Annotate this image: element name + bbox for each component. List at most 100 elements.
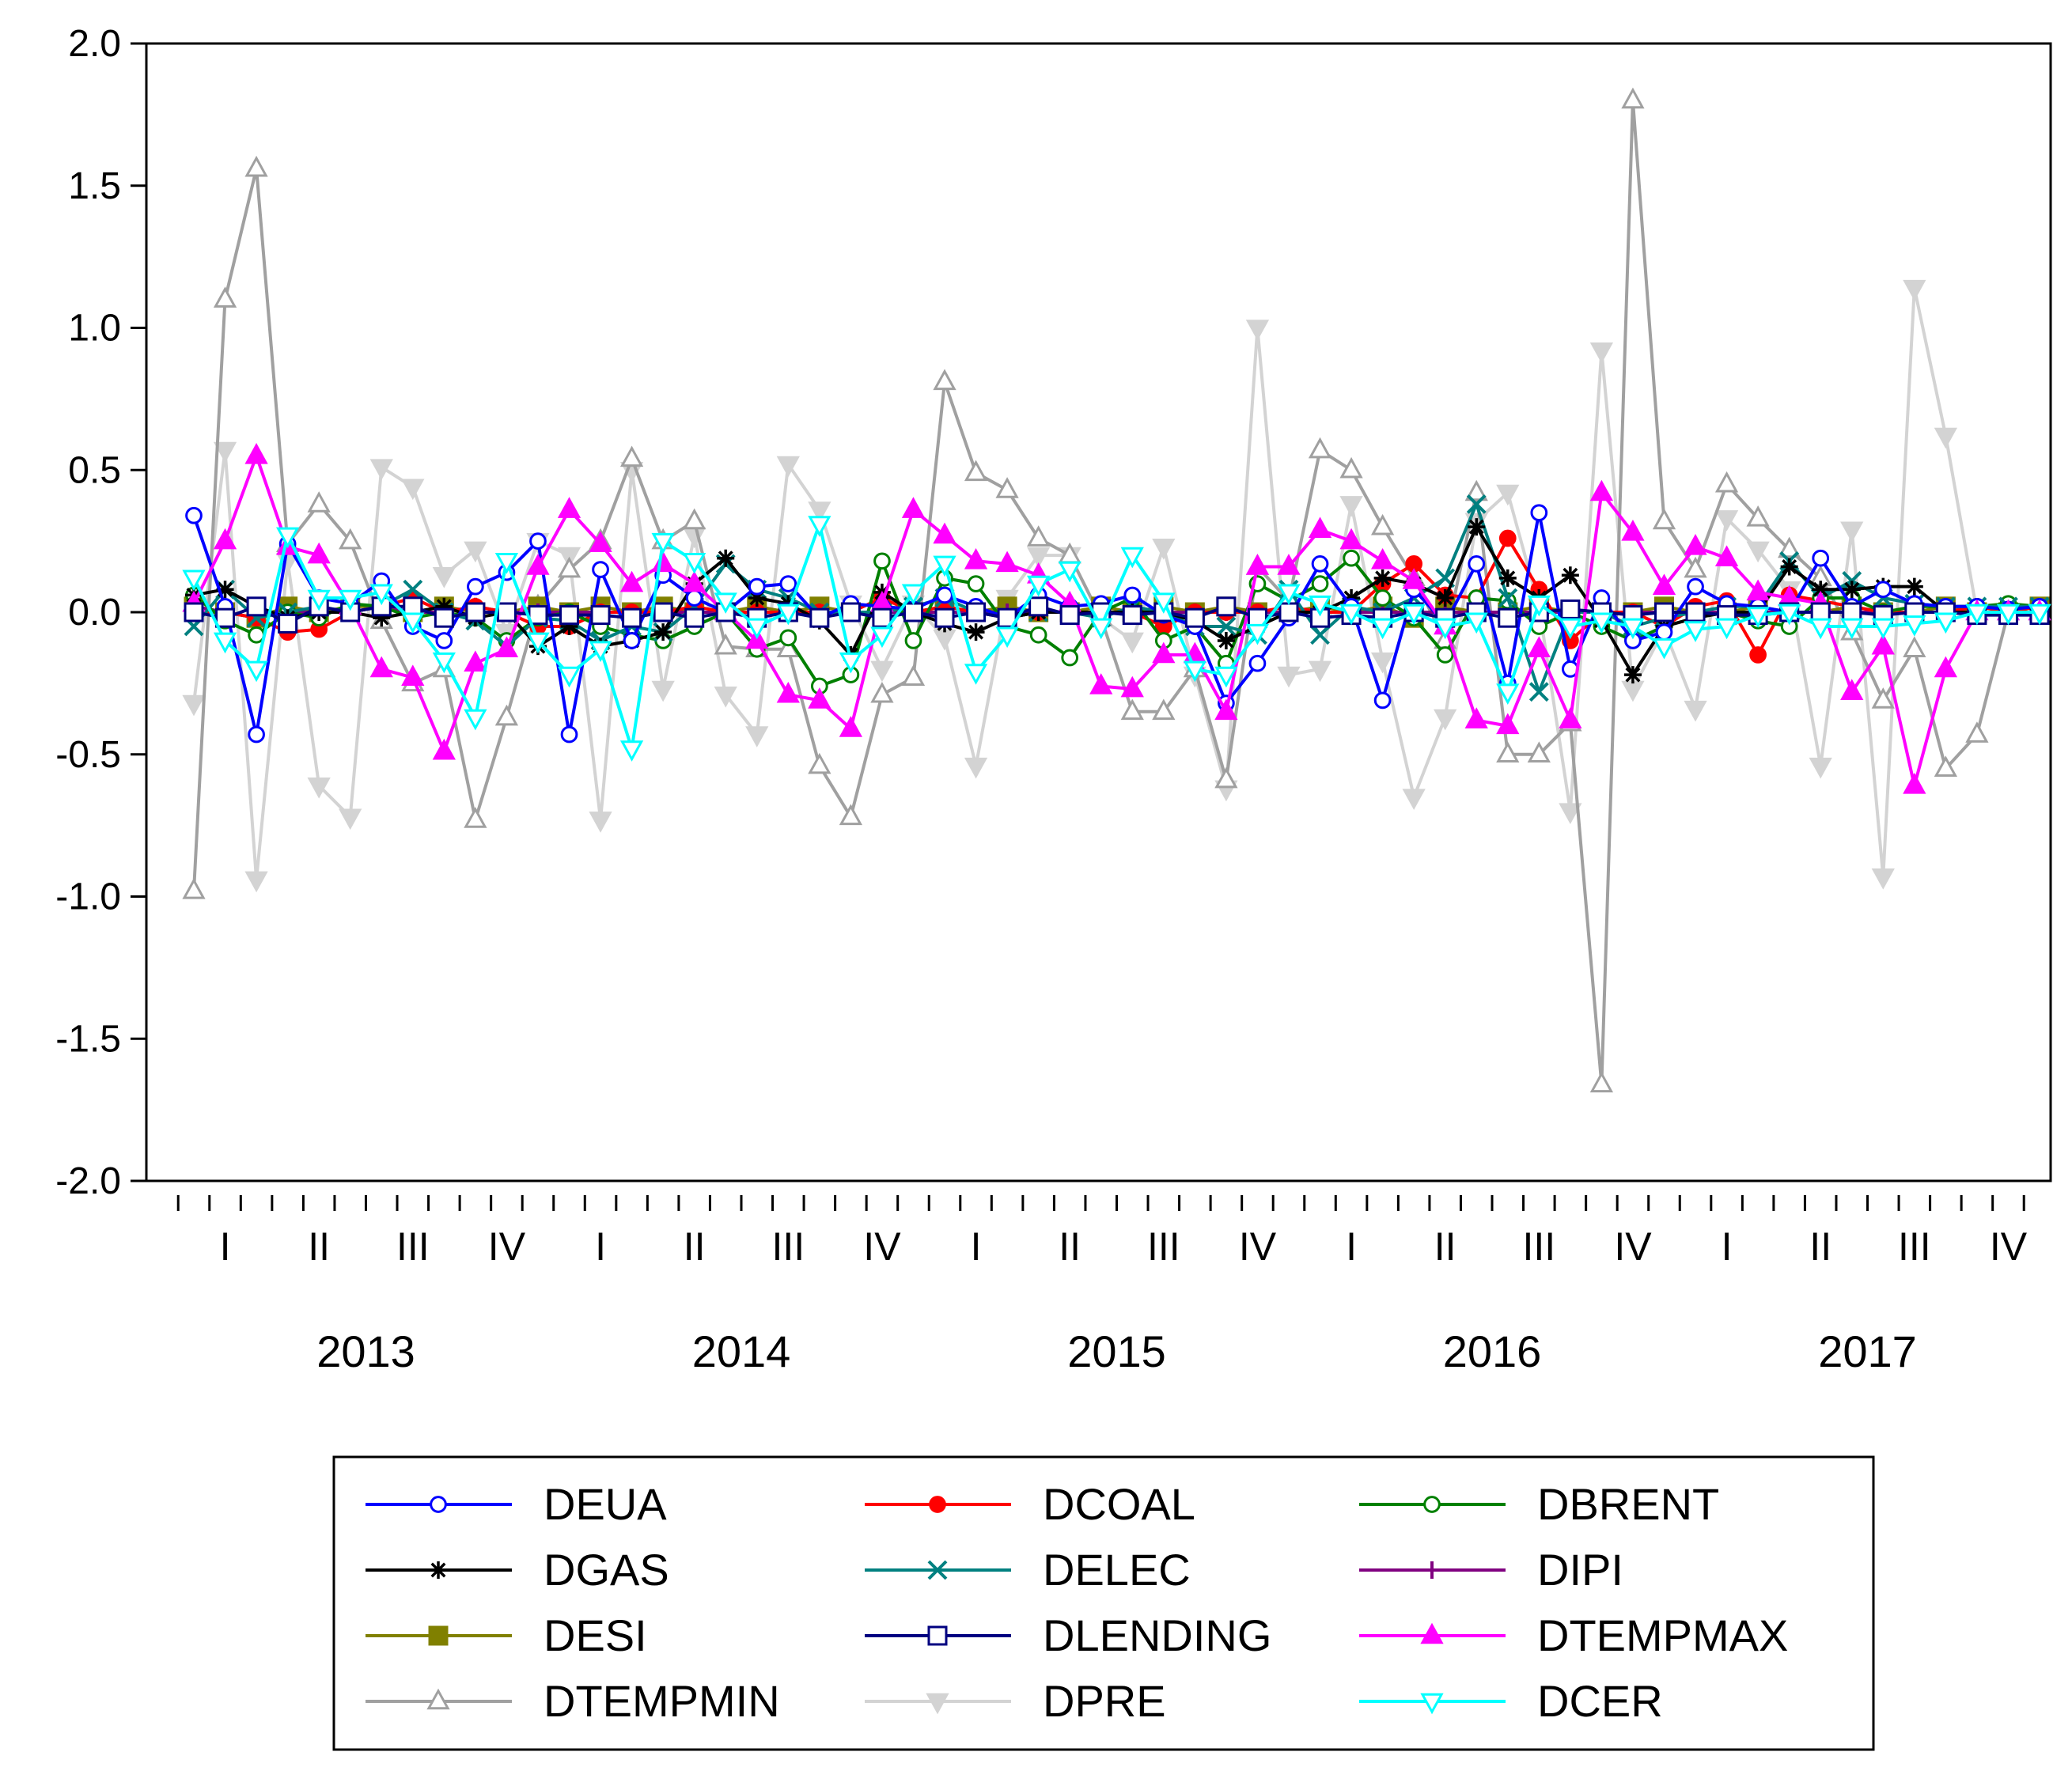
- point-dtempmin: [1589, 1071, 1614, 1093]
- point-dcer: [1402, 604, 1426, 626]
- point-delec: [1498, 588, 1518, 608]
- legend-item-dgas: DGAS: [366, 1545, 669, 1595]
- point-dtempmax: [1871, 633, 1895, 655]
- point-dcer: [1308, 595, 1332, 617]
- point-dpre: [651, 680, 675, 702]
- point-delec: [1310, 625, 1330, 645]
- point-deua: [435, 632, 453, 649]
- point-dtempmin: [182, 877, 206, 899]
- point-dtempmax: [213, 528, 237, 550]
- point-dgas: [1905, 577, 1923, 596]
- point-dcer: [401, 612, 425, 634]
- point-dcoal: [1749, 646, 1767, 664]
- point-dpre: [1714, 510, 1739, 532]
- point-dlending: [246, 596, 267, 617]
- quarter-label: IV: [1614, 1224, 1652, 1269]
- point-dpre: [307, 777, 331, 799]
- point-dcer: [1746, 607, 1770, 628]
- point-deua: [1655, 623, 1673, 641]
- y-tick-label: 2.0: [68, 23, 121, 65]
- point-dlending: [840, 602, 861, 622]
- point-dcer: [464, 709, 487, 731]
- point-dcoal: [1498, 529, 1517, 547]
- point-dpre: [714, 686, 737, 708]
- legend-label: DLENDING: [1043, 1610, 1271, 1660]
- legend-marker-dtempmin: [426, 1688, 450, 1710]
- point-dpre: [1277, 666, 1301, 688]
- quarter-label: III: [771, 1224, 805, 1269]
- point-dpre: [182, 694, 206, 717]
- quarter-label: II: [684, 1224, 706, 1269]
- point-dcer: [526, 632, 550, 654]
- point-dtempmax: [589, 531, 612, 553]
- point-dcer: [589, 641, 612, 663]
- point-dpre: [1434, 709, 1457, 731]
- point-dtempmax: [307, 542, 331, 564]
- point-dcer: [557, 666, 581, 688]
- point-dpre: [1339, 496, 1363, 517]
- legend-item-dpre: DPRE: [865, 1676, 1166, 1726]
- point-dpre: [776, 456, 800, 478]
- point-dpre: [213, 441, 237, 464]
- point-dtempmax: [1277, 554, 1301, 575]
- point-dpre: [1152, 539, 1176, 560]
- point-dtempmax: [494, 636, 519, 658]
- point-dlending: [1278, 602, 1299, 622]
- quarter-label: IV: [1990, 1224, 2028, 1269]
- point-dgas: [654, 623, 672, 641]
- point-dtempmax: [1402, 568, 1426, 589]
- y-tick-label: -2.0: [55, 1160, 121, 1202]
- point-deua: [1874, 581, 1892, 599]
- point-dcer: [1589, 612, 1614, 634]
- point-dpre: [964, 757, 988, 779]
- point-dtempmin: [464, 807, 487, 828]
- point-dlending: [1184, 607, 1205, 628]
- legend-label: DBRENT: [1537, 1479, 1719, 1529]
- point-dtempmin: [1871, 687, 1895, 709]
- point-dcer: [901, 584, 926, 606]
- point-dtempmax: [1684, 534, 1707, 555]
- year-label: 2014: [692, 1326, 791, 1376]
- point-dpre: [339, 808, 362, 831]
- quarter-label: II: [1059, 1224, 1081, 1269]
- point-dgas: [560, 617, 578, 635]
- legend-label: DELEC: [1043, 1545, 1191, 1595]
- point-dcer: [432, 652, 456, 674]
- legend-label: DEUA: [544, 1479, 667, 1529]
- point-dtempmin: [1746, 505, 1770, 527]
- point-dtempmax: [1245, 554, 1270, 575]
- legend-marker-dtempmax: [1420, 1622, 1444, 1644]
- quarter-label: II: [1434, 1224, 1456, 1269]
- point-dpre: [244, 871, 268, 893]
- point-dcer: [307, 589, 331, 611]
- point-dtempmax: [1370, 547, 1395, 569]
- point-dtempmin: [557, 556, 581, 578]
- point-dcer: [1434, 618, 1457, 640]
- point-dpre: [1746, 541, 1770, 563]
- point-dtempmin: [1370, 513, 1395, 535]
- point-dtempmin: [1464, 479, 1488, 501]
- point-dtempmax: [1496, 713, 1520, 735]
- point-deua: [1311, 555, 1329, 573]
- point-deua: [1687, 577, 1704, 596]
- point-dpre: [1684, 700, 1707, 722]
- point-delec: [1466, 494, 1487, 514]
- point-dtempmin: [213, 286, 237, 308]
- point-dcer: [369, 584, 393, 606]
- point-dcer: [275, 527, 300, 549]
- point-dgas: [717, 549, 735, 567]
- legend-item-dlending: DLENDING: [865, 1610, 1271, 1660]
- point-dlending: [809, 607, 830, 628]
- point-delec: [1528, 682, 1549, 702]
- point-dcer: [1903, 615, 1926, 637]
- point-deua: [748, 577, 766, 596]
- legend-label: DESI: [544, 1610, 647, 1660]
- point-dcer: [1809, 618, 1832, 640]
- year-label: 2013: [316, 1326, 415, 1376]
- point-deua: [592, 561, 609, 578]
- quarter-label: II: [1809, 1224, 1831, 1269]
- point-deua: [1530, 504, 1548, 522]
- point-dtempmax: [933, 522, 956, 544]
- point-dcer: [776, 604, 800, 626]
